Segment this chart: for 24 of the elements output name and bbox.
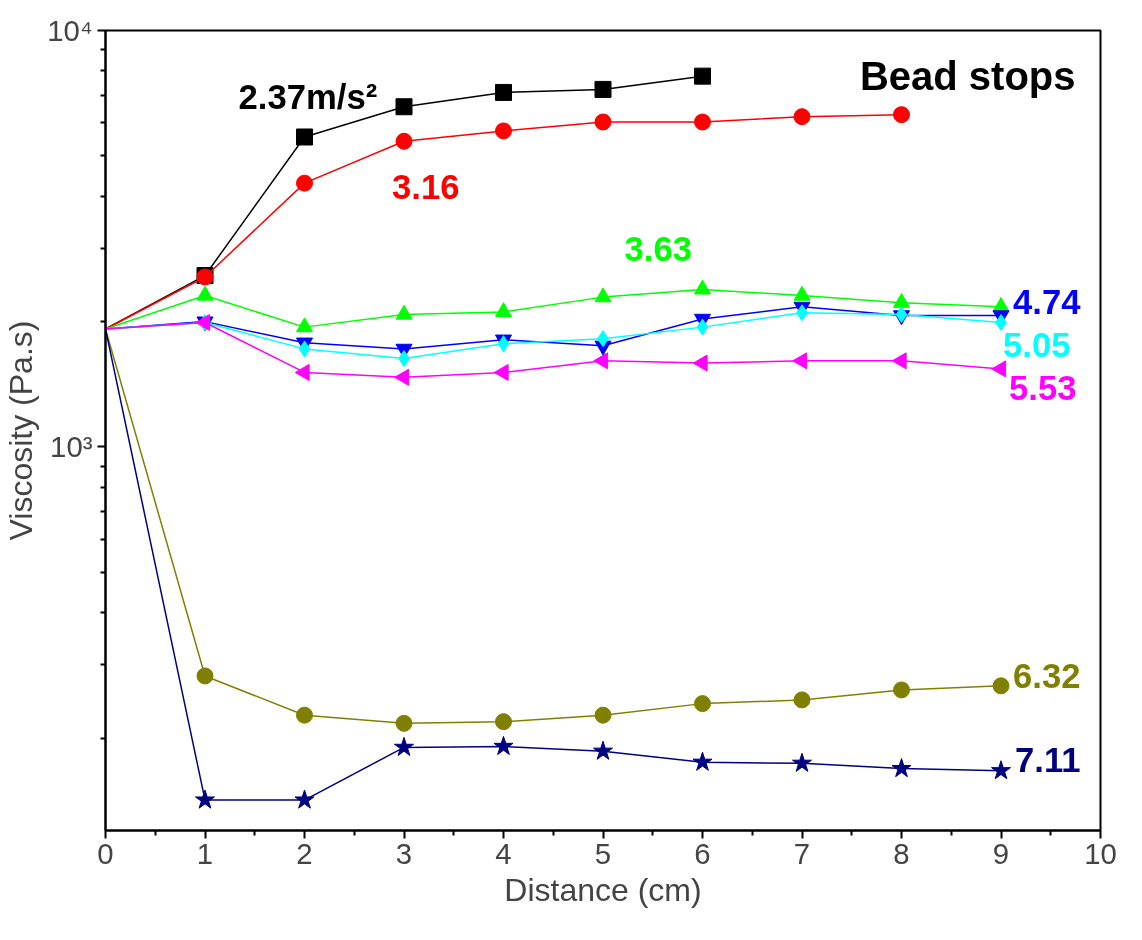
x-tick-label: 2	[296, 836, 313, 870]
y-tick-label: 10³	[50, 430, 93, 464]
x-tick-label: 4	[495, 836, 512, 870]
x-tick-label: 7	[793, 836, 811, 870]
series-label: 5.05	[1003, 325, 1071, 364]
y-axis-title: Viscosity (Pa.s)	[3, 320, 40, 541]
series-label: 6.32	[1013, 656, 1081, 695]
y-tick-label: 10⁴	[47, 14, 93, 47]
annotation: Bead stops	[859, 53, 1076, 98]
x-tick-label: 5	[594, 836, 612, 870]
x-tick-label: 8	[893, 836, 910, 870]
series-label: 3.63	[624, 230, 692, 269]
series-label: 3.16	[392, 168, 460, 207]
x-tick-label: 3	[395, 836, 413, 870]
series-label: 4.74	[1013, 283, 1082, 322]
x-tick-label: 10	[1084, 836, 1117, 870]
series-label: 7.11	[1015, 740, 1081, 779]
x-axis-title: Distance (cm)	[504, 871, 702, 908]
series-label: 2.37m/s²	[238, 78, 378, 116]
x-tick-label: 6	[694, 836, 711, 870]
series-label: 5.53	[1009, 368, 1077, 407]
x-tick-label: 1	[196, 836, 214, 870]
x-tick-label: 0	[97, 836, 114, 870]
x-tick-label: 9	[992, 836, 1010, 870]
